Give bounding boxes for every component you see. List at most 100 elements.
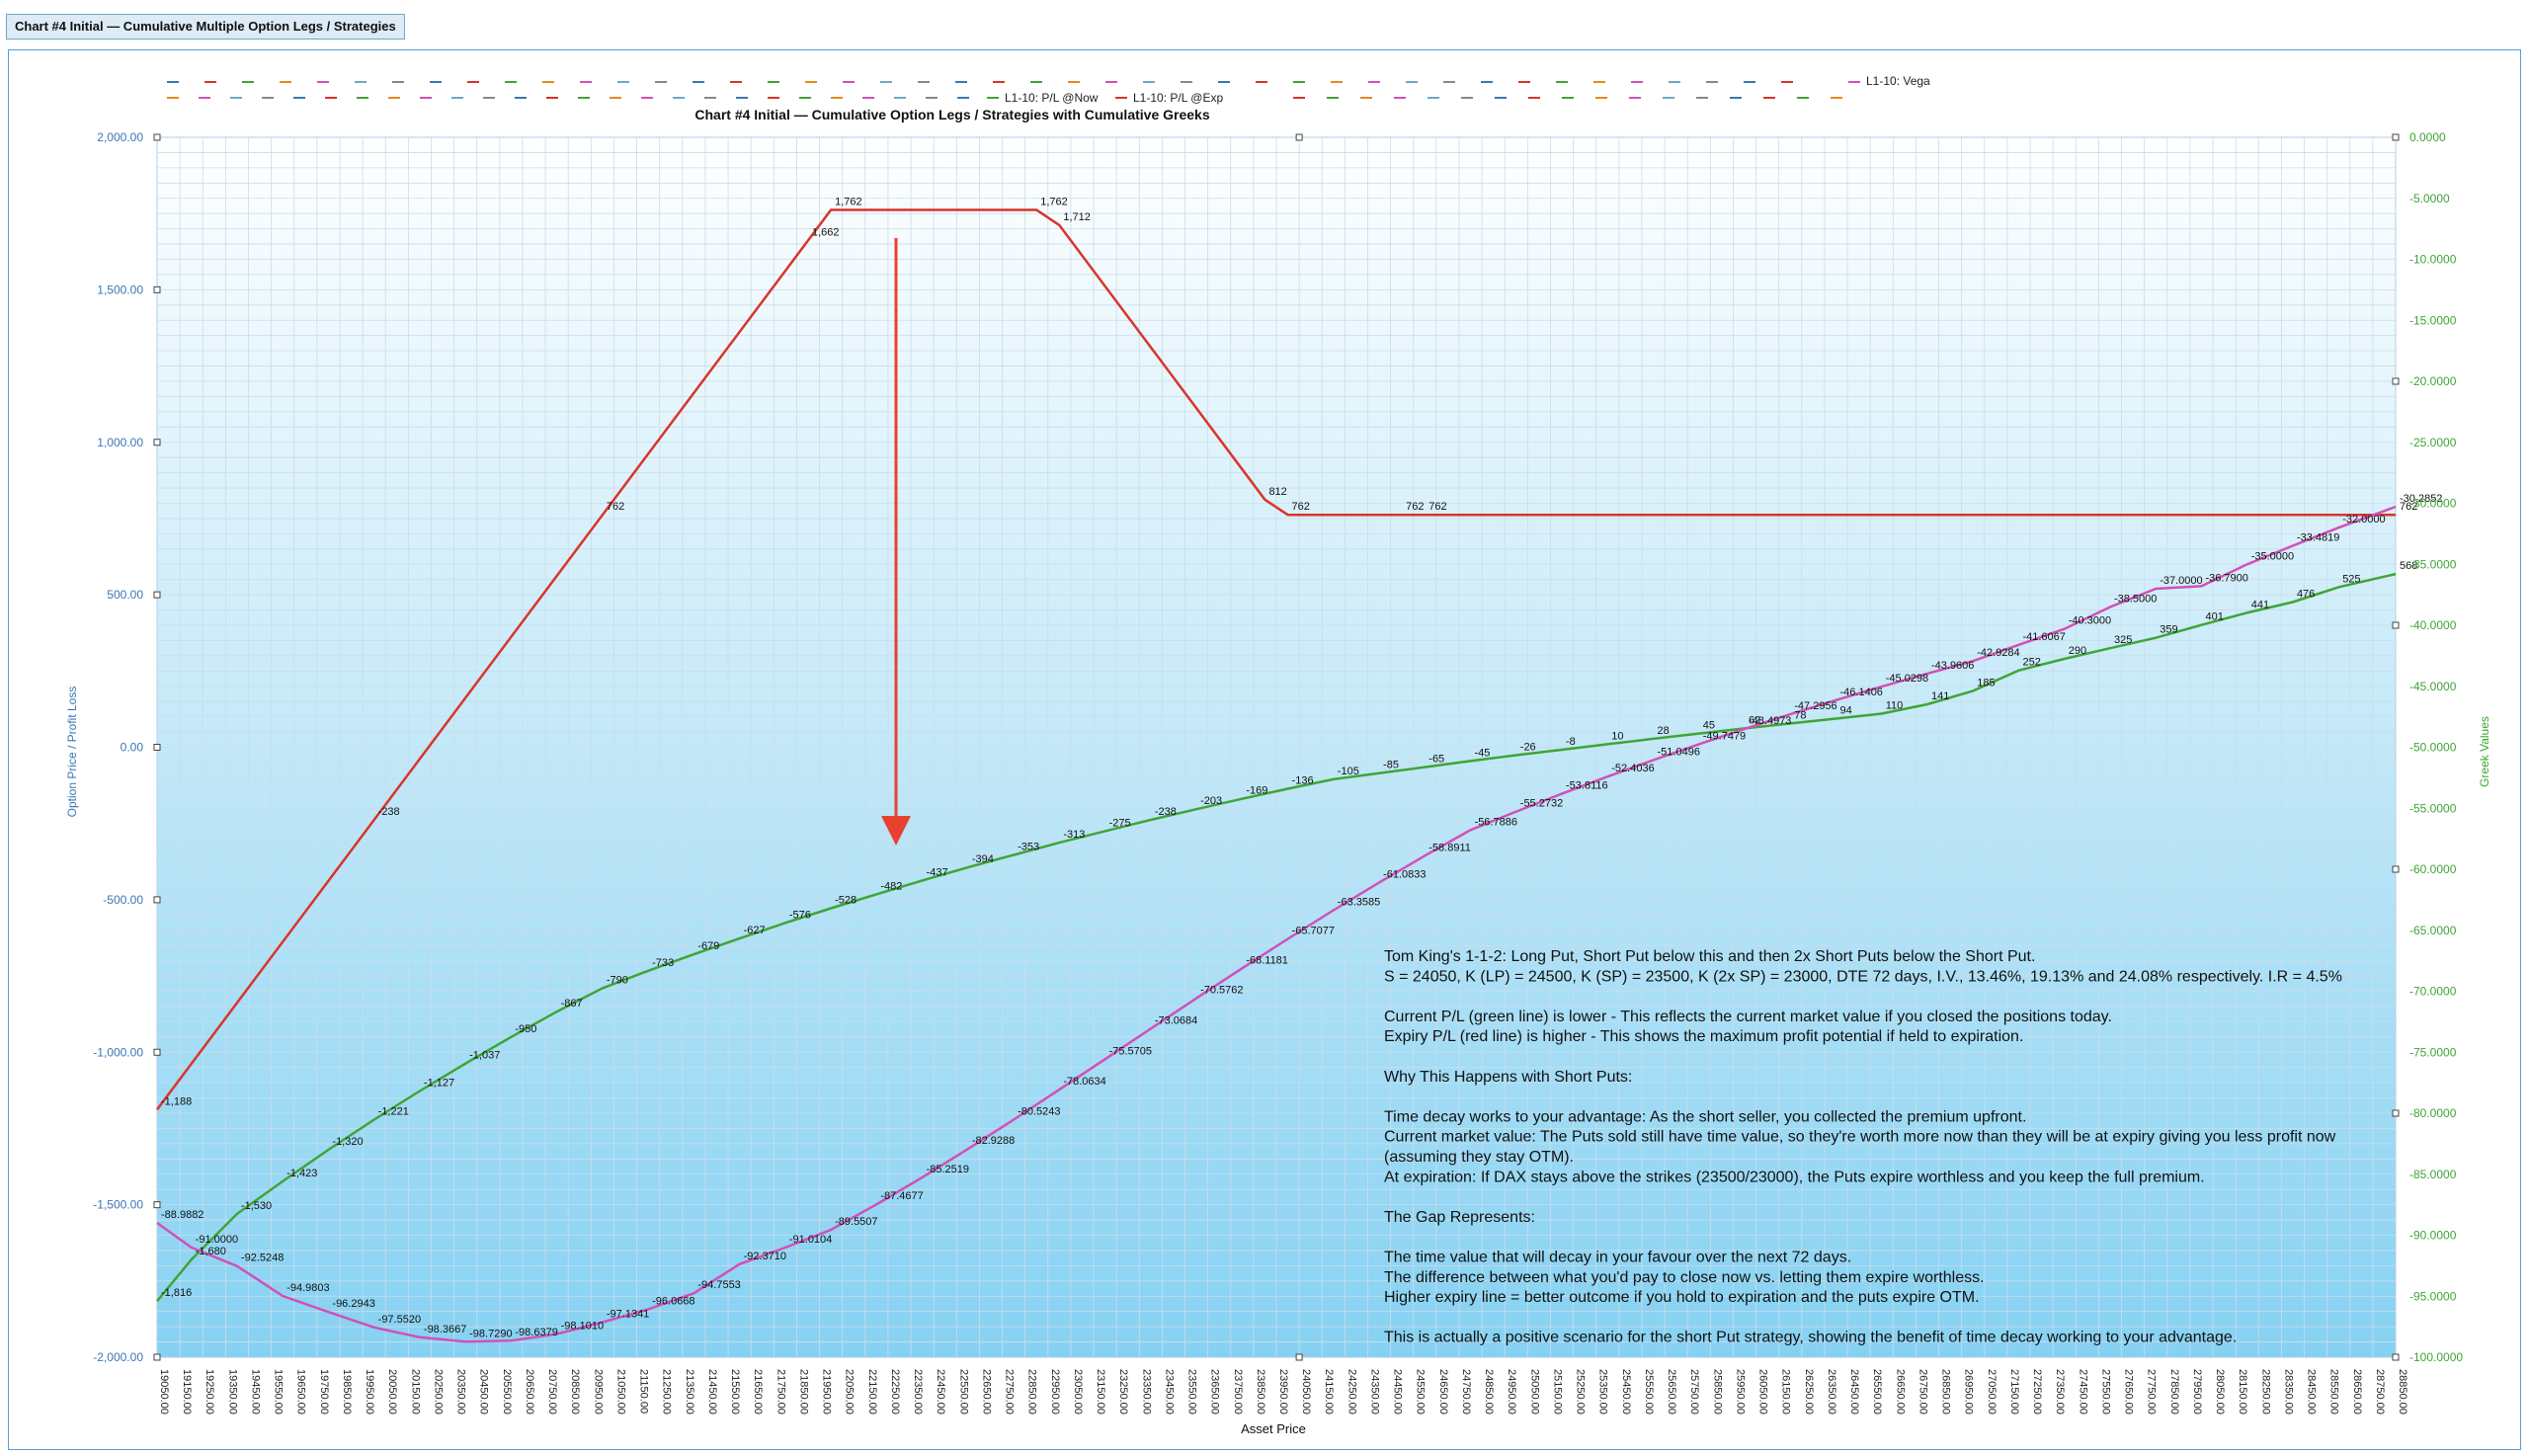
x-tick-label: 19050.00 [158, 1369, 170, 1415]
x-tick-label: 28750.00 [2374, 1369, 2386, 1415]
annotation-line: Tom King's 1-1-2: Long Put, Short Put be… [1384, 948, 2035, 965]
y2-tick-label: -90.0000 [2409, 1229, 2457, 1243]
y2-tick-marker [2392, 865, 2400, 873]
x-tick-label: 25150.00 [1551, 1369, 1563, 1415]
x-tick-label: 23150.00 [1095, 1369, 1106, 1415]
data-label: -52.4036 [1611, 763, 1654, 774]
data-label: 94 [1840, 704, 1852, 716]
data-label: -790 [607, 974, 628, 986]
data-label: -48.4973 [1749, 715, 1791, 727]
data-label: -30.2852 [2400, 493, 2442, 505]
x-tick-label: 24950.00 [1506, 1369, 1517, 1415]
data-label: -91.0104 [789, 1234, 832, 1246]
data-label: -45.0298 [1886, 673, 1928, 685]
y-tick-marker [153, 1353, 161, 1361]
data-label: -68.1181 [1246, 954, 1288, 966]
x-tick-label: 21350.00 [684, 1369, 695, 1415]
x-mid-marker [1295, 1353, 1303, 1361]
x-tick-label: 22250.00 [889, 1369, 901, 1415]
data-label: -35.0000 [2251, 550, 2294, 562]
annotation-line: Expiry P/L (red line) is higher - This s… [1384, 1028, 2023, 1045]
data-label: -26 [1520, 742, 1536, 754]
x-tick-label: 21050.00 [614, 1369, 626, 1415]
y2-tick-marker [2392, 133, 2400, 141]
data-label: -56.7886 [1475, 816, 1517, 828]
y2-tick-label: -20.0000 [2409, 374, 2457, 388]
x-tick-label: 26750.00 [1917, 1369, 1928, 1415]
x-tick-label: 23050.00 [1072, 1369, 1084, 1415]
x-tick-label: 19950.00 [364, 1369, 375, 1415]
x-tick-label: 22050.00 [844, 1369, 856, 1415]
data-label: -1,188 [161, 1095, 192, 1107]
y2-tick-label: -10.0000 [2409, 253, 2457, 267]
x-tick-label: 24850.00 [1483, 1369, 1495, 1415]
data-label: -40.3000 [2069, 615, 2111, 627]
y-axis-label: Option Price / Profit Loss [65, 687, 79, 818]
x-tick-label: 24050.00 [1300, 1369, 1312, 1415]
data-label: 401 [2205, 611, 2223, 623]
x-tick-label: 25050.00 [1528, 1369, 1540, 1415]
data-label: -353 [1018, 841, 1039, 852]
y-tick-marker [153, 285, 161, 293]
data-label: -313 [1063, 829, 1085, 841]
y2-tick-label: -75.0000 [2409, 1045, 2457, 1059]
data-label: 78 [1794, 709, 1806, 721]
x-tick-label: 19550.00 [273, 1369, 285, 1415]
y2-tick-label: -45.0000 [2409, 680, 2457, 693]
x-tick-label: 20050.00 [386, 1369, 398, 1415]
data-label: -1,037 [469, 1050, 500, 1062]
x-tick-label: 19650.00 [295, 1369, 307, 1415]
data-label: -576 [789, 909, 811, 921]
y2-tick-label: -25.0000 [2409, 436, 2457, 449]
y-tick-label: 2,000.00 [97, 130, 143, 144]
x-tick-label: 26250.00 [1803, 1369, 1815, 1415]
data-label: -867 [561, 998, 583, 1010]
y2-tick-label: -5.0000 [2409, 192, 2450, 205]
data-label: -43.9606 [1931, 660, 1974, 672]
series-line [155, 208, 2396, 1111]
x-tick-label: 23250.00 [1117, 1369, 1129, 1415]
data-label: -63.3585 [1338, 896, 1380, 908]
x-tick-label: 21950.00 [821, 1369, 833, 1415]
x-tick-label: 21450.00 [706, 1369, 718, 1415]
x-tick-label: 27350.00 [2054, 1369, 2066, 1415]
x-tick-label: 28450.00 [2306, 1369, 2318, 1415]
x-tick-label: 28250.00 [2259, 1369, 2271, 1415]
y-tick-label: 500.00 [107, 588, 143, 602]
x-tick-label: 27950.00 [2191, 1369, 2203, 1415]
chart-title-tab[interactable]: Chart #4 Initial — Cumulative Multiple O… [6, 14, 405, 40]
data-label: 28 [1658, 725, 1670, 737]
y2-tick-label: -40.0000 [2409, 618, 2457, 632]
data-label: 359 [2160, 624, 2177, 636]
x-tick-label: 23350.00 [1140, 1369, 1152, 1415]
data-label: -203 [1200, 795, 1222, 807]
data-label: -33.4819 [2297, 532, 2339, 544]
x-tick-label: 24450.00 [1392, 1369, 1404, 1415]
y2-tick-label: -70.0000 [2409, 985, 2457, 999]
x-tick-label: 25750.00 [1688, 1369, 1700, 1415]
x-tick-label: 24150.00 [1323, 1369, 1335, 1415]
data-label: -1,423 [286, 1168, 317, 1179]
x-tick-label: 26050.00 [1757, 1369, 1769, 1415]
annotation-line: The Gap Represents: [1384, 1209, 1535, 1226]
data-label: -627 [744, 925, 766, 936]
x-tick-label: 26350.00 [1826, 1369, 1837, 1415]
annotation-line: At expiration: If DAX stays above the st… [1384, 1169, 2205, 1185]
data-label: -679 [697, 940, 719, 952]
y-tick-marker [153, 591, 161, 599]
data-label: 476 [2297, 589, 2315, 601]
data-label: -47.2956 [1794, 700, 1836, 712]
x-tick-label: 23950.00 [1277, 1369, 1289, 1415]
data-label: -136 [1292, 774, 1314, 786]
data-label: -1,816 [161, 1287, 192, 1299]
data-label: -88.9882 [161, 1209, 204, 1221]
x-tick-label: 20350.00 [455, 1369, 467, 1415]
data-label: -80.5243 [1018, 1105, 1060, 1117]
data-label: 185 [1977, 677, 1995, 688]
data-label: -98.1010 [561, 1321, 604, 1333]
x-tick-label: 21150.00 [638, 1369, 650, 1414]
x-tick-label: 28550.00 [2328, 1369, 2340, 1415]
x-tick-label: 24250.00 [1346, 1369, 1357, 1415]
data-label: 762 [2400, 501, 2417, 513]
x-tick-label: 25350.00 [1597, 1369, 1609, 1415]
